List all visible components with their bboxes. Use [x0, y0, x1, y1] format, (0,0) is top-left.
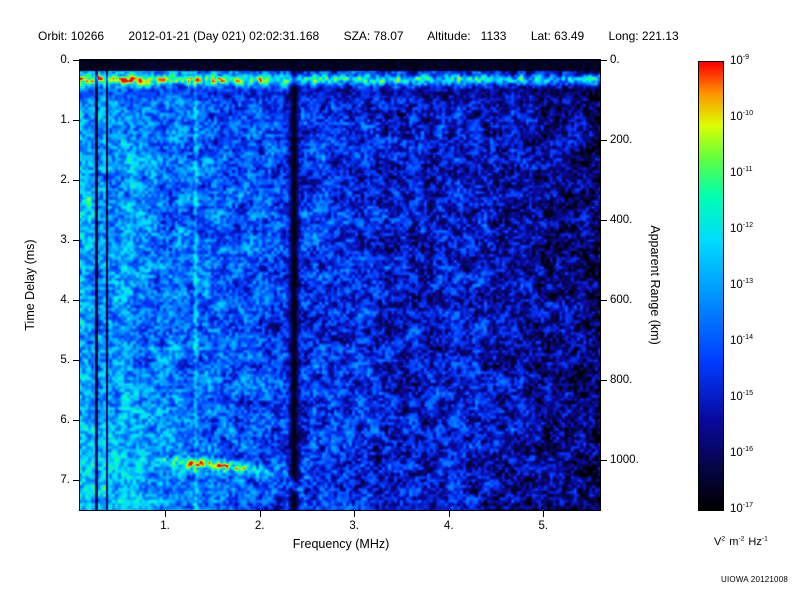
range-tick [601, 300, 607, 301]
y-tick [73, 180, 79, 181]
colorbar-canvas [699, 62, 723, 510]
header-lat-label: Lat: [530, 29, 551, 43]
header-orbit-label: Orbit: [38, 29, 68, 43]
colorbar-tick-label: 10-12 [730, 221, 754, 235]
y-tick-label: 0. [60, 54, 70, 66]
header-lat: Lat: 63.49 [531, 29, 584, 43]
y-tick-label: 6. [60, 414, 70, 426]
x-tick [448, 511, 450, 517]
y-tick [73, 300, 79, 301]
header-long-label: Long: [608, 29, 639, 43]
y-tick-label: 3. [60, 234, 70, 246]
colorbar-unit-label: V2 m-2 Hz-1 [698, 535, 784, 548]
range-tick-label: 600. [610, 294, 633, 306]
y-tick [73, 120, 79, 121]
unit-v-exp: 2 [721, 535, 726, 543]
y-tick [73, 420, 79, 421]
header-long-value: 221.13 [641, 29, 679, 43]
colorbar-tick-label: 10-17 [730, 501, 754, 515]
y-tick-label: 1. [60, 114, 70, 126]
unit-v: V [714, 536, 722, 548]
y-tick-label: 7. [60, 474, 70, 486]
unit-m: m [729, 536, 739, 548]
range-tick-label: 0. [610, 54, 620, 66]
header-lat-value: 63.49 [554, 29, 585, 43]
y-axis-title-left: Time Delay (ms) [23, 239, 37, 331]
header-sza: SZA: 78.07 [344, 29, 404, 43]
x-tick-label: 3. [349, 520, 359, 532]
header-altitude: Altitude: 1133 [427, 29, 506, 43]
x-tick-label: 1. [160, 520, 170, 532]
x-axis-title: Frequency (MHz) [292, 537, 390, 551]
x-tick [165, 511, 167, 517]
unit-hz: Hz [748, 536, 762, 548]
colorbar-tick-label: 10-9 [730, 53, 750, 67]
header-orbit: Orbit: 10266 [38, 29, 104, 43]
x-tick-label: 4. [443, 520, 454, 532]
y-tick-label: 5. [60, 354, 70, 366]
header-sza-label: SZA: [343, 29, 371, 43]
x-tick [259, 511, 261, 517]
header-orbit-value: 10266 [70, 29, 105, 43]
y-tick [73, 60, 79, 61]
x-tick-label: 2. [254, 520, 265, 532]
y-axis-title-right: Apparent Range (km) [648, 225, 662, 345]
y-tick [73, 480, 79, 481]
header-datetime: 2012-01-21 (Day 021) 02:02:31.168 [128, 29, 320, 43]
header-sza-value: 78.07 [373, 29, 404, 43]
y-tick [73, 360, 79, 361]
range-tick [601, 60, 607, 61]
x-tick-label: 5. [538, 520, 549, 532]
colorbar-tick-label: 10-11 [730, 165, 753, 179]
range-tick-label: 800. [610, 374, 633, 386]
range-tick-label: 200. [610, 134, 633, 146]
header-info: Orbit: 10266 2012-01-21 (Day 021) 02:02:… [38, 29, 700, 43]
x-tick [354, 511, 356, 517]
credit-text: UIOWA 20121008 [721, 575, 788, 584]
range-tick [601, 140, 607, 141]
header-altitude-label: Altitude: [427, 29, 471, 43]
range-tick [601, 380, 607, 381]
colorbar-tick-label: 10-14 [730, 333, 754, 347]
spectrogram-canvas [80, 60, 600, 510]
y-tick [73, 240, 79, 241]
colorbar-tick-label: 10-10 [730, 109, 754, 123]
spectrogram-plot [79, 59, 601, 511]
range-tick-label: 400. [610, 214, 633, 226]
header-long: Long: 221.13 [609, 29, 679, 43]
header-altitude-value: 1133 [480, 29, 507, 43]
colorbar [698, 61, 724, 511]
unit-hz-exp: -1 [761, 535, 768, 543]
range-tick [601, 460, 607, 461]
colorbar-tick-label: 10-15 [730, 389, 754, 403]
range-tick [601, 220, 607, 221]
unit-m-exp: -2 [738, 535, 745, 543]
colorbar-tick-label: 10-16 [730, 445, 754, 459]
y-tick-label: 4. [60, 294, 70, 306]
x-tick [543, 511, 545, 517]
y-tick-label: 2. [60, 174, 70, 186]
range-tick-label: 1000. [610, 454, 639, 466]
colorbar-tick-label: 10-13 [730, 277, 754, 291]
